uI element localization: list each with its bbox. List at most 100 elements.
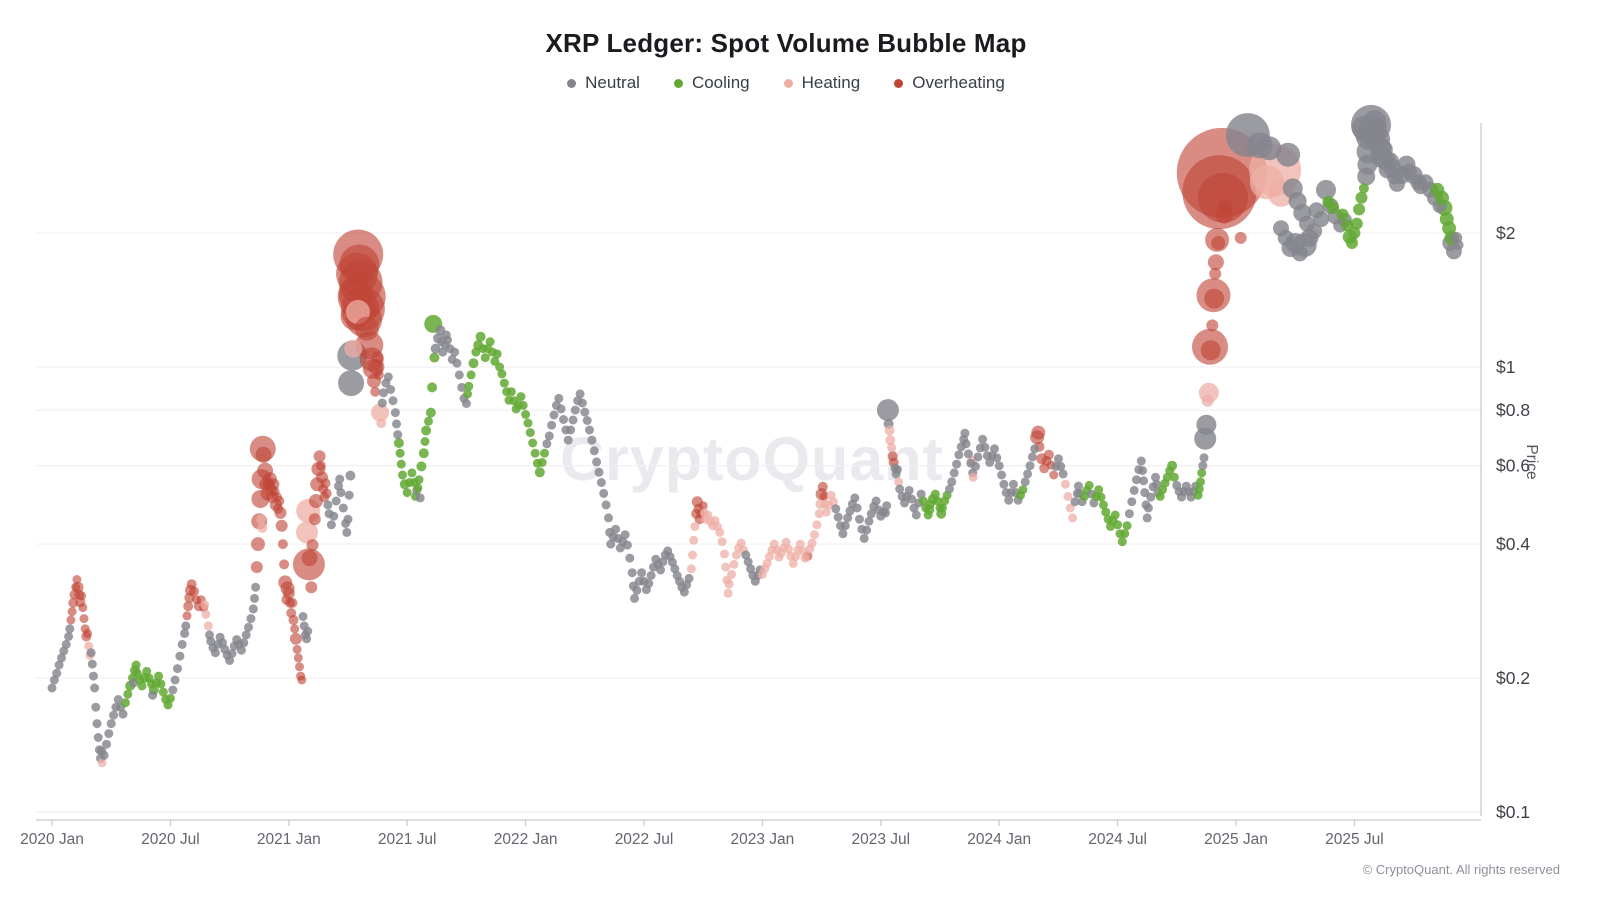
bubble [183, 601, 194, 612]
bubble [620, 530, 630, 540]
bubble [721, 562, 731, 572]
bubble [850, 493, 860, 503]
bubble [77, 591, 87, 601]
bubble [961, 439, 971, 449]
bubble [1061, 479, 1070, 489]
bubble [1358, 183, 1369, 194]
bubble [148, 690, 158, 700]
bubble [596, 478, 606, 487]
bubble [1204, 288, 1225, 309]
bubble [1346, 237, 1358, 249]
bubble [168, 685, 178, 695]
bubble [71, 582, 81, 592]
bubble [78, 603, 88, 613]
bubble [430, 343, 441, 354]
bubble [308, 513, 321, 526]
bubble [644, 579, 654, 589]
bubble [321, 488, 332, 499]
bubble [686, 564, 696, 574]
bubble [425, 407, 436, 418]
bubble [418, 448, 429, 459]
bubble [396, 459, 406, 469]
bubble [338, 370, 365, 397]
bubble [1043, 449, 1054, 460]
bubble [911, 510, 921, 520]
bubble [90, 683, 100, 693]
bubble [1348, 227, 1361, 239]
bubble [1197, 468, 1207, 478]
bubble [1070, 497, 1080, 507]
bubble [952, 459, 962, 469]
bubble [894, 477, 904, 487]
bubble [1327, 201, 1340, 214]
bubble [882, 501, 892, 511]
legend-item-cooling[interactable]: Cooling [673, 73, 750, 93]
bubble [1084, 480, 1094, 490]
x-tick-label: 2020 Jan [20, 831, 84, 848]
bubble [123, 689, 133, 699]
legend-item-neutral[interactable]: Neutral [567, 73, 640, 93]
bubble [845, 506, 855, 516]
bubble [326, 520, 336, 530]
bubble [566, 425, 576, 435]
bubble [876, 399, 899, 422]
y-tick-label: $0.4 [1496, 534, 1530, 554]
bubble [480, 353, 490, 363]
y-axis-title: Price [1523, 444, 1540, 479]
bubble [945, 484, 954, 494]
bubble [371, 403, 389, 422]
x-tick-label: 2022 Jan [494, 831, 558, 848]
bubble [173, 664, 182, 674]
bubble [781, 537, 791, 547]
bubble [688, 550, 697, 560]
bubble [379, 388, 388, 398]
bubble [65, 624, 75, 634]
bubble [907, 494, 917, 504]
legend-item-heating[interactable]: Heating [783, 73, 860, 93]
bubble [1198, 172, 1248, 223]
bubble [1306, 223, 1323, 240]
bubble [292, 644, 302, 654]
bubble [954, 450, 964, 460]
bubble [1165, 466, 1175, 476]
bubble [840, 521, 850, 531]
bubble [904, 485, 914, 495]
bubble [881, 508, 890, 518]
bubble [296, 521, 318, 544]
bubble [402, 488, 412, 498]
bubble [274, 496, 285, 506]
bubble [421, 425, 432, 436]
bubble [443, 335, 452, 345]
y-tick-label: $0.2 [1496, 668, 1530, 688]
bubble [549, 410, 559, 420]
bubble [885, 435, 896, 446]
bubble [335, 474, 345, 484]
bubble [884, 425, 895, 436]
bubble [1206, 319, 1219, 332]
bubble [67, 607, 77, 617]
bubble [1101, 507, 1111, 517]
bubble [438, 347, 448, 357]
legend-item-overheating[interactable]: Overheating [894, 73, 1005, 93]
bubble [559, 415, 568, 424]
bubble [251, 537, 265, 552]
bubble [1023, 469, 1033, 479]
y-tick-label: $0.8 [1496, 400, 1530, 420]
bubble [926, 499, 935, 509]
bubble [724, 579, 734, 589]
bubble [542, 439, 552, 449]
bubble [303, 626, 313, 636]
bubble [795, 539, 805, 549]
bubble [131, 660, 141, 670]
bubble [523, 418, 533, 428]
bubble [1207, 254, 1224, 271]
bubble [1049, 470, 1059, 480]
bubble [415, 493, 425, 503]
x-tick-label: 2021 Jan [257, 831, 321, 848]
bubble [625, 553, 635, 563]
bubble [1313, 211, 1330, 228]
bubble [277, 539, 288, 550]
bubble [1065, 503, 1075, 513]
